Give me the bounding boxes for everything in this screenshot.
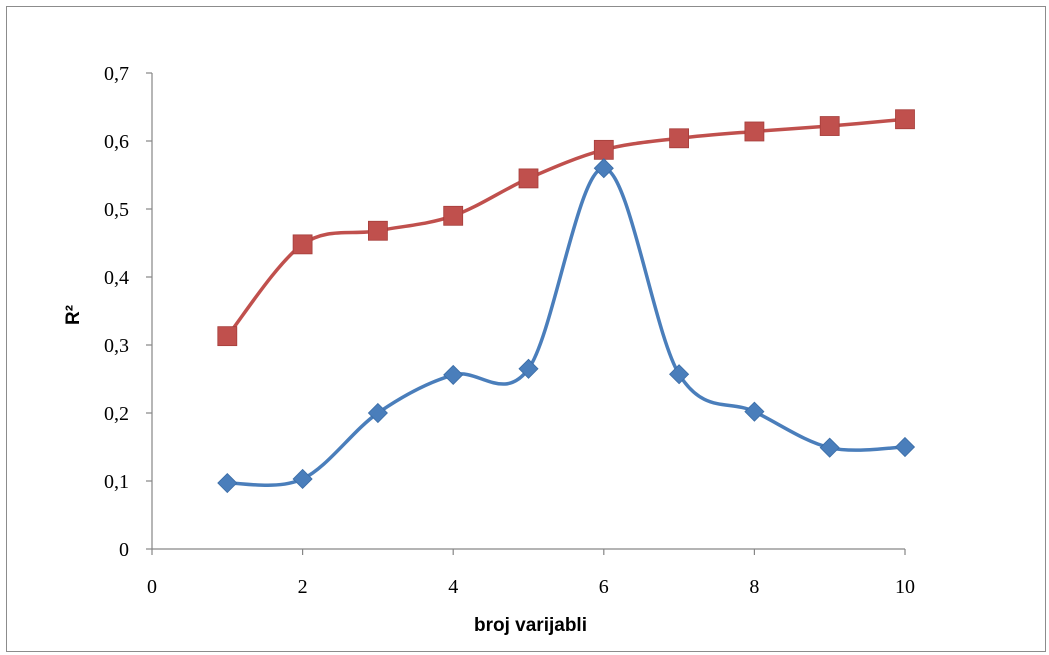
data-point-square (367, 220, 388, 241)
data-point-diamond (593, 158, 614, 179)
axes (151, 73, 905, 550)
series-1 (217, 109, 915, 347)
series-2-line (225, 166, 907, 487)
chart-area: 0 0,1 0,2 0,3 0,4 0,5 0,6 0,7 0 2 4 6 8 10 broj vari… (6, 6, 1046, 652)
data-point-diamond (217, 472, 238, 494)
data-point-square (669, 128, 689, 149)
y-tick-label: 0,5 (104, 199, 129, 221)
data-point-diamond (744, 401, 765, 422)
series-layer (217, 109, 916, 494)
data-point-diamond (443, 364, 464, 385)
data-point-square (895, 109, 915, 130)
data-point-square (593, 139, 614, 160)
data-point-square (443, 205, 464, 226)
data-point-square (292, 234, 313, 255)
x-tick-label: 8 (749, 576, 759, 598)
series-2 (217, 158, 916, 494)
y-tick-label: 0,1 (104, 471, 129, 493)
series-1-line (225, 117, 907, 338)
data-point-square (819, 116, 840, 136)
y-tick-label: 0 (119, 539, 129, 561)
y-axis-title: R² (63, 305, 84, 325)
x-ticks: 0 2 4 6 8 10 (147, 549, 915, 598)
y-tick-label: 0,6 (104, 131, 129, 153)
y-ticks: 0 0,1 0,2 0,3 0,4 0,5 0,6 0,7 (104, 63, 152, 561)
y-tick-label: 0,3 (104, 335, 129, 357)
data-point-diamond (292, 468, 313, 490)
y-tick-label: 0,4 (104, 267, 129, 289)
x-tick-label: 0 (147, 576, 157, 598)
x-tick-label: 2 (298, 576, 308, 598)
data-point-diamond (367, 402, 388, 424)
x-tick-label: 6 (599, 576, 609, 598)
data-point-square (518, 168, 539, 189)
data-point-diamond (819, 437, 840, 458)
x-axis-title: broj varijabli (474, 615, 587, 636)
scatter-chart: 0 0,1 0,2 0,3 0,4 0,5 0,6 0,7 0 2 4 6 8 10 broj vari… (63, 63, 916, 636)
data-point-diamond (518, 358, 539, 379)
data-point-diamond (669, 364, 690, 385)
x-tick-label: 10 (895, 576, 915, 598)
data-point-square (744, 121, 765, 142)
data-point-diamond (894, 436, 916, 458)
data-point-square (217, 326, 238, 347)
x-tick-label: 4 (448, 576, 458, 598)
y-tick-label: 0,7 (104, 63, 129, 85)
y-tick-label: 0,2 (104, 403, 129, 425)
